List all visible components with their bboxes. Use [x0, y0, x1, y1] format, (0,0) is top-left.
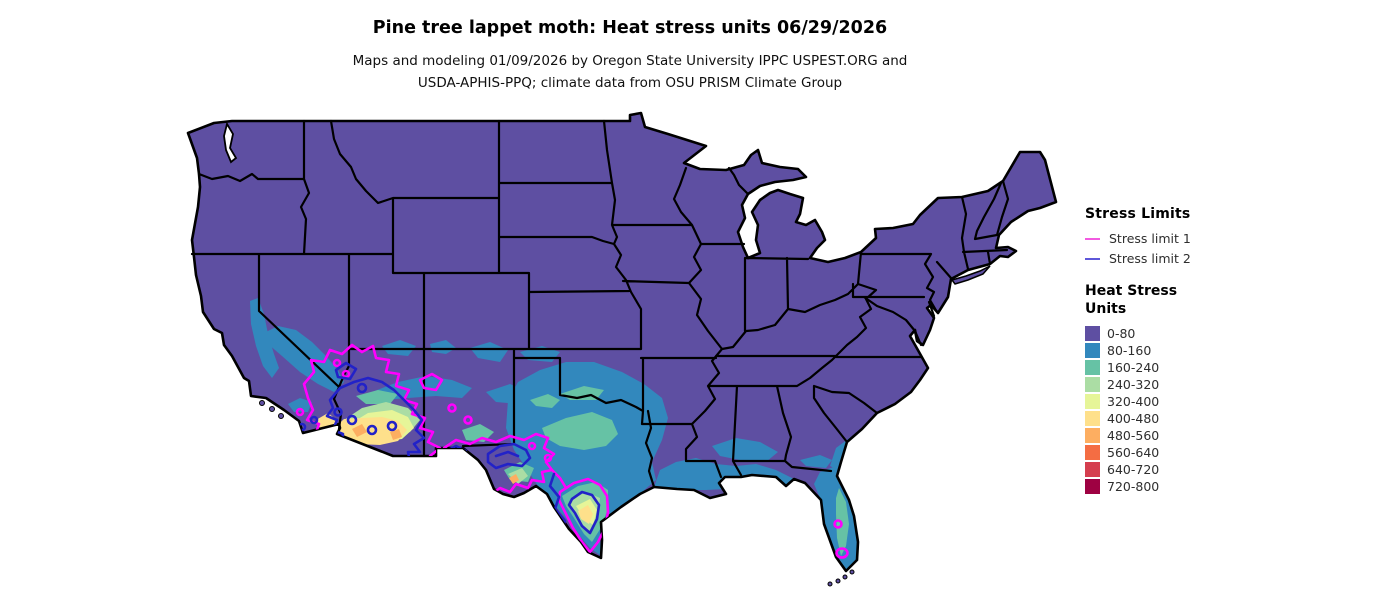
color-swatch	[1085, 377, 1100, 392]
color-swatch	[1085, 428, 1100, 443]
class-label: 240-320	[1107, 377, 1160, 392]
class-label: 320-400	[1107, 394, 1160, 409]
stress-limits-legend-title: Stress Limits	[1085, 206, 1191, 222]
class-label: 720-800	[1107, 479, 1160, 494]
class-label: 80-160	[1107, 343, 1152, 358]
heat-stress-title-line-1: Heat Stress	[1085, 283, 1178, 299]
color-swatch	[1085, 411, 1100, 426]
color-swatch	[1085, 462, 1100, 477]
stress-limit-1-label: Stress limit 1	[1109, 231, 1191, 246]
class-label: 480-560	[1107, 428, 1160, 443]
class-label: 400-480	[1107, 411, 1160, 426]
page-title: Pine tree lappet moth: Heat stress units…	[372, 18, 888, 38]
legend-class-row: 480-560	[1085, 427, 1235, 444]
class-label: 640-720	[1107, 462, 1160, 477]
map-subtitle: Maps and modeling 01/09/2026 by Oregon S…	[160, 50, 1100, 94]
legend-class-row: 720-800	[1085, 478, 1235, 495]
legend-class-row: 400-480	[1085, 410, 1235, 427]
color-swatch	[1085, 394, 1100, 409]
socal-islands	[259, 400, 284, 419]
heat-stress-title-line-2: Units	[1085, 301, 1127, 317]
stress-limit-2-line-swatch	[1085, 257, 1100, 260]
class-label: 560-640	[1107, 445, 1160, 460]
subtitle-line-2: USDA-APHIS-PPQ; climate data from OSU PR…	[417, 75, 843, 91]
legend-class-row: 160-240	[1085, 359, 1235, 376]
legend-class-row: 560-640	[1085, 444, 1235, 461]
subtitle-line-1: Maps and modeling 01/09/2026 by Oregon S…	[352, 53, 908, 69]
class-label: 160-240	[1107, 360, 1160, 375]
long-island	[950, 265, 991, 285]
stress-limit-1-line-swatch	[1085, 237, 1100, 240]
color-swatch	[1085, 360, 1100, 375]
color-swatch	[1085, 343, 1100, 358]
heat-stress-legend-rows: 0-80 80-160 160-240 240-320 320-400 400-…	[1085, 325, 1235, 495]
color-swatch	[1085, 326, 1100, 341]
color-swatch	[1085, 445, 1100, 460]
florida-keys	[827, 569, 855, 587]
legend-class-row: 320-400	[1085, 393, 1235, 410]
legend-class-row: 0-80	[1085, 325, 1235, 342]
heat-band-480-560-region	[352, 424, 519, 484]
stress-limit-2-label: Stress limit 2	[1109, 251, 1191, 266]
heat-stress-units-legend-title: Heat Stress Units	[1085, 282, 1235, 318]
color-swatch	[1085, 479, 1100, 494]
legend-panel: Stress Limits Stress limit 1 Stress limi…	[1085, 206, 1235, 495]
legend-class-row: 80-160	[1085, 342, 1235, 359]
legend-item-stress-limit-1: Stress limit 1	[1085, 231, 1235, 246]
legend-class-row: 640-720	[1085, 461, 1235, 478]
class-label: 0-80	[1107, 326, 1136, 341]
legend-class-row: 240-320	[1085, 376, 1235, 393]
legend-item-stress-limit-2: Stress limit 2	[1085, 251, 1235, 266]
stress-limit-2-contour	[297, 361, 601, 561]
map-header: Pine tree lappet moth: Heat stress units…	[160, 18, 1100, 94]
puget-sound-inlet	[223, 121, 238, 164]
